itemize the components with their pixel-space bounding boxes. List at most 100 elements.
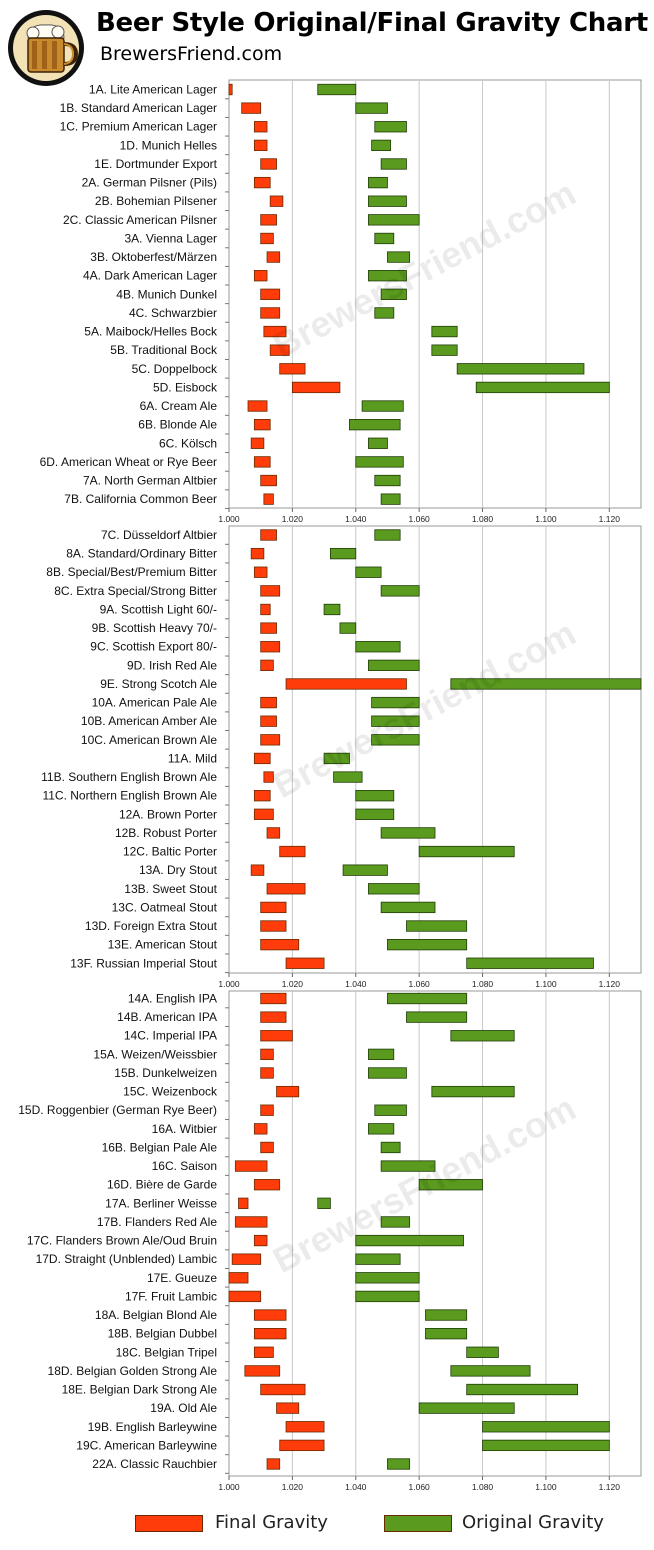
style-label: 2B. Bohemian Pilsener (95, 194, 217, 208)
style-label: 11B. Southern English Brown Ale (41, 770, 217, 784)
final-gravity-bar (279, 845, 306, 858)
final-gravity-bar (260, 214, 277, 226)
final-gravity-bar (263, 771, 274, 783)
style-label: 17C. Flanders Brown Ale/Oud Bruin (27, 1234, 217, 1248)
style-label: 16B. Belgian Pale Ale (102, 1140, 218, 1154)
style-label: 12C. Baltic Porter (123, 845, 217, 859)
style-row: 18A. Belgian Blond Ale (95, 1308, 468, 1322)
original-gravity-bar (380, 1141, 401, 1154)
style-row: 9B. Scottish Heavy 70/- (92, 621, 357, 635)
style-label: 9B. Scottish Heavy 70/- (92, 621, 217, 635)
final-gravity-bar (238, 1197, 249, 1209)
final-gravity-bar (263, 325, 287, 338)
style-row: 16C. Saison (152, 1159, 436, 1173)
x-tick-label: 1.000 (218, 514, 240, 524)
style-label: 17D. Straight (Unblended) Lambic (36, 1252, 217, 1266)
style-label: 1A. Lite American Lager (89, 83, 217, 97)
final-gravity-bar (253, 1309, 287, 1321)
style-row: 19C. American Barleywine (76, 1438, 610, 1452)
final-gravity-bar (253, 419, 271, 431)
style-row: 7B. California Common Beer (64, 492, 401, 506)
style-label: 6A. Cream Ale (140, 399, 218, 413)
style-label: 10A. American Pale Ale (92, 696, 218, 710)
style-label: 13F. Russian Imperial Stout (70, 956, 217, 970)
style-row: 13F. Russian Imperial Stout (70, 956, 594, 970)
x-tick-label: 1.040 (345, 514, 367, 524)
x-tick-label: 1.080 (472, 979, 494, 989)
gravity-chart: 1.000 1.020 1.040 1.060 1.080 1.100 1.120 1A. L… (18, 79, 642, 1492)
style-row: 1A. Lite American Lager (89, 83, 357, 97)
original-gravity-bar (387, 938, 468, 951)
final-gravity-swatch (135, 1515, 203, 1532)
final-gravity-bar (260, 307, 281, 319)
original-gravity-swatch (384, 1515, 452, 1532)
style-label: 22A. Classic Rauchbier (92, 1457, 217, 1471)
x-tick-label: 1.100 (535, 979, 557, 989)
original-gravity-bar (431, 1085, 515, 1098)
original-gravity-bar (371, 715, 420, 727)
original-gravity-bar (466, 1383, 579, 1396)
final-gravity-bar (253, 139, 268, 152)
style-row: 17D. Straight (Unblended) Lambic (36, 1252, 401, 1266)
original-gravity-bar (368, 1067, 407, 1079)
original-gravity-bar (380, 827, 436, 839)
style-label: 6D. American Wheat or Rye Beer (40, 455, 217, 469)
style-label: 13C. Oatmeal Stout (112, 900, 218, 914)
style-row: 5B. Traditional Bock (110, 343, 458, 357)
style-row: 5A. Maibock/Helles Bock (84, 325, 458, 339)
original-gravity-bar (387, 1458, 411, 1470)
style-row: 13C. Oatmeal Stout (112, 900, 436, 914)
x-tick-label: 1.100 (535, 1482, 557, 1492)
final-gravity-bar (260, 1067, 274, 1079)
style-label: 14B. American IPA (117, 1010, 217, 1024)
style-label: 1E. Dortmunder Export (94, 157, 217, 171)
original-gravity-bar (342, 864, 388, 876)
style-row: 10C. American Brown Ale (81, 733, 420, 747)
original-gravity-bar (374, 529, 401, 541)
original-gravity-bar (450, 1030, 515, 1042)
original-gravity-bar (361, 400, 404, 412)
final-gravity-bar (247, 400, 268, 412)
original-gravity-bar (380, 585, 420, 597)
style-label: 9A. Scottish Light 60/- (100, 602, 217, 616)
style-label: 18E. Belgian Dark Strong Ale (62, 1383, 218, 1397)
final-gravity-bar (253, 121, 268, 133)
original-gravity-bar (323, 603, 341, 616)
style-row: 1D. Munich Helles (120, 138, 392, 152)
style-row: 9A. Scottish Light 60/- (100, 602, 341, 616)
style-row: 19B. English Barleywine (88, 1420, 610, 1434)
final-gravity-bar (269, 344, 290, 356)
original-gravity-bar (466, 1346, 499, 1358)
style-row: 13D. Foreign Extra Stout (85, 919, 468, 933)
original-gravity-bar (380, 1160, 436, 1172)
chart-header: Beer Style Original/Final Gravity Chart … (0, 0, 654, 86)
style-label: 19A. Old Ale (150, 1401, 217, 1415)
original-gravity-bar (374, 121, 407, 133)
final-gravity-bar (285, 1421, 325, 1433)
original-gravity-bar (368, 195, 407, 207)
final-gravity-bar (266, 1458, 281, 1470)
style-label: 1D. Munich Helles (120, 138, 217, 152)
style-row: 1B. Standard American Lager (60, 101, 388, 115)
style-label: 12A. Brown Porter (119, 807, 217, 821)
style-row: 8A. Standard/Ordinary Bitter (66, 547, 357, 561)
original-gravity-bar (355, 790, 395, 802)
x-tick-label: 1.080 (472, 514, 494, 524)
style-row: 13A. Dry Stout (139, 863, 388, 877)
final-gravity-bar (228, 1290, 262, 1303)
final-gravity-bar (260, 158, 277, 170)
chart-subtitle: BrewersFriend.com (100, 43, 283, 65)
style-row: 15A. Weizen/Weissbier (93, 1047, 395, 1061)
final-gravity-bar (253, 1234, 268, 1247)
final-gravity-bar (253, 1123, 268, 1135)
style-row: 1E. Dortmunder Export (94, 157, 407, 171)
style-row: 11B. Southern English Brown Ale (41, 770, 363, 784)
style-label: 10B. American Amber Ale (81, 714, 217, 728)
original-gravity-bar (431, 344, 458, 356)
original-gravity-label: Original Gravity (462, 1512, 604, 1533)
original-gravity-bar (406, 920, 468, 932)
style-row: 4B. Munich Dunkel (116, 287, 407, 301)
original-gravity-bar (380, 288, 407, 300)
original-gravity-bar (371, 139, 392, 152)
final-gravity-bar (253, 1346, 274, 1358)
